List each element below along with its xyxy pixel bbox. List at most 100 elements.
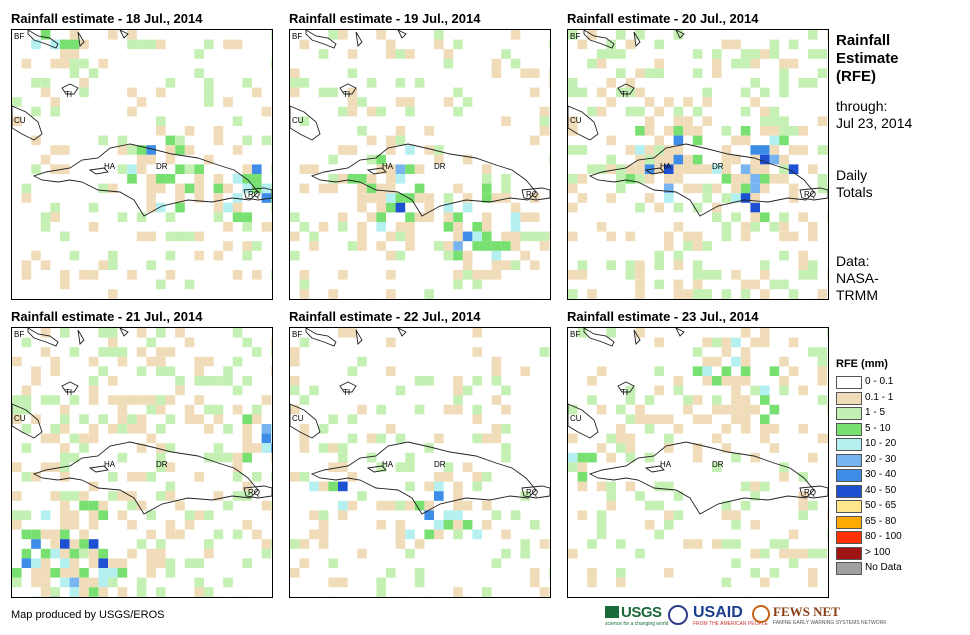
rainfall-cell: [50, 366, 60, 376]
rainfall-cell: [271, 337, 272, 348]
rainfall-cell: [606, 231, 616, 242]
legend-swatch: [836, 422, 862, 436]
rainfall-cell: [117, 568, 128, 578]
rainfall-cell: [702, 356, 712, 367]
rainfall-cell: [60, 270, 70, 280]
rainfall-cell: [596, 222, 607, 232]
rainfall-cell: [482, 231, 492, 242]
rainfall-cell: [664, 510, 674, 520]
rainfall-cell: [338, 577, 348, 588]
rainfall-cell: [664, 520, 674, 530]
rainfall-cell: [156, 539, 166, 549]
rainfall-cell: [453, 510, 463, 520]
rainfall-cell: [40, 222, 51, 232]
rainfall-cell: [654, 106, 664, 117]
rainfall-cell: [712, 462, 722, 472]
rainfall-cell: [184, 558, 195, 568]
rainfall-cell: [779, 116, 789, 126]
rainfall-cell: [501, 452, 511, 463]
rainfall-cell: [98, 510, 108, 520]
rainfall-cell: [127, 30, 137, 40]
rainfall-cell: [108, 289, 118, 299]
rainfall-cell: [299, 337, 310, 348]
rainfall-cell: [395, 250, 406, 261]
rainfall-cell: [338, 481, 348, 492]
rainfall-cell: [50, 568, 60, 578]
rainfall-cell: [568, 462, 578, 472]
rainfall-cell: [21, 548, 32, 559]
rainfall-cell: [654, 414, 664, 424]
map-canvas: [290, 328, 550, 597]
rainfall-cell: [721, 289, 732, 299]
rainfall-cell: [482, 587, 492, 597]
rainfall-cell: [510, 212, 521, 222]
rainfall-cell: [156, 174, 166, 184]
rainfall-cell: [453, 529, 463, 540]
rainfall-cell: [204, 87, 214, 98]
rainfall-cell: [108, 250, 118, 261]
rainfall-cell: [242, 212, 252, 222]
usaid-tagline: FROM THE AMERICAN PEOPLE: [693, 621, 768, 627]
rainfall-cell: [213, 452, 224, 463]
rainfall-cell: [740, 424, 751, 434]
rainfall-cell: [50, 212, 60, 222]
rainfall-cell: [290, 404, 300, 415]
rainfall-cell: [779, 135, 789, 146]
rainfall-cell: [290, 78, 300, 88]
rainfall-cell: [625, 164, 636, 174]
rainfall-cell: [443, 462, 454, 472]
rainfall-cell: [434, 39, 444, 50]
rainfall-cell: [596, 520, 607, 530]
rainfall-cell: [760, 270, 770, 280]
rainfall-cell: [692, 414, 703, 424]
rainfall-cell: [357, 548, 367, 559]
rainfall-cell: [290, 356, 300, 367]
rainfall-cell: [606, 193, 616, 203]
rainfall-cell: [69, 510, 80, 520]
rainfall-cell: [635, 328, 645, 338]
rainfall-cell: [242, 376, 252, 386]
rainfall-cell: [616, 443, 626, 453]
rainfall-cell: [79, 568, 89, 578]
rainfall-cell: [156, 462, 166, 472]
rainfall-cell: [750, 78, 760, 88]
rainfall-cell: [88, 270, 99, 280]
daily-line: Daily: [836, 167, 868, 183]
rainfall-cell: [12, 491, 22, 501]
rainfall-cell: [88, 500, 99, 511]
rainfall-cell: [156, 202, 166, 213]
rainfall-cell: [386, 270, 396, 280]
rainfall-cell: [21, 529, 32, 540]
rainfall-cell: [721, 376, 732, 386]
bahamas-outline: [305, 30, 407, 49]
rainfall-cell: [50, 539, 60, 549]
rainfall-cell: [673, 260, 684, 270]
rainfall-cell: [299, 558, 310, 568]
rainfall-cell: [453, 270, 463, 280]
rainfall-cell: [740, 87, 751, 98]
rainfall-cell: [520, 231, 530, 242]
rainfall-cell: [60, 424, 70, 434]
rainfall-cell: [683, 154, 693, 165]
rainfall-cell: [98, 366, 108, 376]
rainfall-cell: [635, 202, 645, 213]
rainfall-cell: [683, 289, 693, 299]
rainfall-cell: [664, 231, 674, 242]
rainfall-cell: [328, 154, 338, 165]
rainfall-cell: [510, 241, 521, 251]
rainfall-cell: [213, 202, 224, 213]
rainfall-cell: [309, 510, 319, 520]
rainfall-cell: [692, 183, 703, 194]
rainfall-cell: [21, 424, 32, 434]
rainfall-cell: [530, 260, 540, 270]
rainfall-cell: [108, 577, 118, 588]
rainfall-cell: [453, 231, 463, 242]
rainfall-cell: [424, 443, 434, 453]
rainfall-cell: [165, 212, 176, 222]
rainfall-cell: [779, 126, 789, 136]
rainfall-cell: [606, 164, 616, 174]
rainfall-cell: [194, 414, 204, 424]
rainfall-cell: [21, 385, 32, 396]
rainfall-cell: [539, 539, 550, 549]
rainfall-cell: [127, 39, 137, 50]
